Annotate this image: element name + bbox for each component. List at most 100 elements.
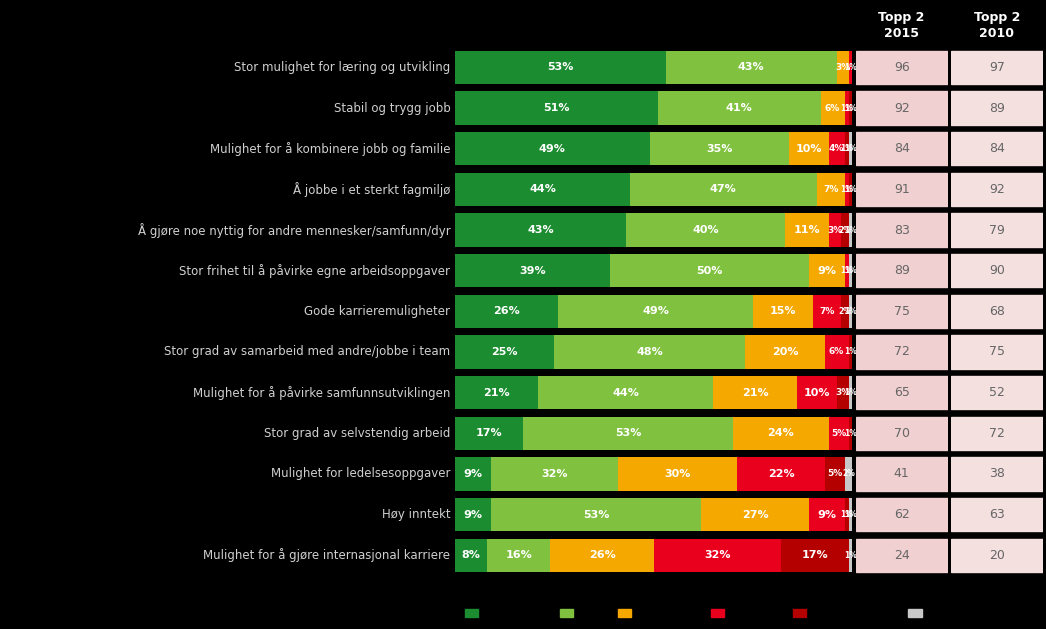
- Text: 11%: 11%: [794, 225, 820, 235]
- Text: 72: 72: [988, 427, 1005, 440]
- Text: 89: 89: [893, 264, 910, 277]
- Text: Stor frihet til å påvirke egne arbeidsoppgaver: Stor frihet til å påvirke egne arbeidsop…: [180, 264, 451, 277]
- Text: 1%: 1%: [844, 388, 857, 397]
- Bar: [813, 295, 841, 328]
- Text: 92: 92: [988, 183, 1005, 196]
- Bar: [856, 498, 948, 532]
- Bar: [856, 132, 948, 165]
- Text: 39%: 39%: [519, 265, 546, 276]
- Text: 7%: 7%: [819, 307, 835, 316]
- Bar: [848, 335, 852, 369]
- Bar: [848, 254, 852, 287]
- Bar: [491, 498, 702, 532]
- Text: 1%: 1%: [840, 510, 852, 519]
- Bar: [856, 254, 948, 287]
- Text: Gode karrieremuligheter: Gode karrieremuligheter: [304, 305, 451, 318]
- Text: 53%: 53%: [615, 428, 641, 438]
- Text: Stabil og trygg jobb: Stabil og trygg jobb: [334, 102, 451, 114]
- Bar: [753, 295, 813, 328]
- Text: 41%: 41%: [726, 103, 752, 113]
- Bar: [848, 538, 852, 572]
- Bar: [550, 538, 654, 572]
- Text: 10%: 10%: [796, 144, 822, 153]
- Text: 1%: 1%: [844, 63, 857, 72]
- Text: 53%: 53%: [547, 62, 573, 72]
- Text: 24: 24: [893, 548, 910, 562]
- Bar: [817, 173, 844, 206]
- Text: 90: 90: [988, 264, 1005, 277]
- Legend: Svært viktig, Viktig, Verken eller, Lite viktig, Svært lite viktig, Usikker/Vet : Svært viktig, Viktig, Verken eller, Lite…: [460, 604, 1020, 623]
- Text: 65: 65: [893, 386, 910, 399]
- Text: 43%: 43%: [527, 225, 553, 235]
- Text: 15%: 15%: [770, 306, 796, 316]
- Text: 1%: 1%: [840, 104, 852, 113]
- Text: 1%: 1%: [844, 510, 857, 519]
- Bar: [856, 295, 948, 328]
- Text: 3%: 3%: [835, 388, 850, 397]
- Bar: [491, 457, 618, 491]
- Text: 9%: 9%: [463, 469, 482, 479]
- Text: 41: 41: [893, 467, 910, 481]
- Text: 92: 92: [893, 102, 910, 114]
- Text: Stor grad av samarbeid med andre/jobbe i team: Stor grad av samarbeid med andre/jobbe i…: [164, 345, 451, 359]
- Text: 9%: 9%: [817, 509, 836, 520]
- Text: 75: 75: [988, 345, 1005, 359]
- Bar: [828, 416, 848, 450]
- Bar: [828, 213, 841, 247]
- Text: 40%: 40%: [692, 225, 719, 235]
- Bar: [837, 51, 848, 84]
- Text: 22%: 22%: [768, 469, 794, 479]
- Text: 50%: 50%: [697, 265, 723, 276]
- Text: 1%: 1%: [840, 185, 852, 194]
- Bar: [455, 173, 630, 206]
- Bar: [951, 254, 1043, 287]
- Bar: [523, 416, 733, 450]
- Bar: [848, 132, 852, 165]
- Text: 47%: 47%: [710, 184, 736, 194]
- Bar: [486, 538, 550, 572]
- Text: 32%: 32%: [541, 469, 568, 479]
- Bar: [856, 335, 948, 369]
- Text: 96: 96: [893, 61, 910, 74]
- Text: Stor grad av selvstendig arbeid: Stor grad av selvstendig arbeid: [264, 427, 451, 440]
- Text: 2%: 2%: [838, 307, 851, 316]
- Text: 8%: 8%: [461, 550, 480, 560]
- Bar: [809, 498, 844, 532]
- Text: 62: 62: [893, 508, 910, 521]
- Text: 17%: 17%: [476, 428, 502, 438]
- Bar: [951, 132, 1043, 165]
- Bar: [951, 538, 1043, 572]
- Text: 27%: 27%: [742, 509, 769, 520]
- Bar: [455, 457, 491, 491]
- Text: 84: 84: [988, 142, 1005, 155]
- Bar: [848, 173, 852, 206]
- Text: Stor mulighet for læring og utvikling: Stor mulighet for læring og utvikling: [234, 61, 451, 74]
- Text: 5%: 5%: [831, 429, 846, 438]
- Text: 3%: 3%: [827, 226, 842, 235]
- Text: 5%: 5%: [827, 469, 842, 479]
- Text: 97: 97: [988, 61, 1005, 74]
- Bar: [745, 335, 824, 369]
- Bar: [841, 295, 848, 328]
- Bar: [618, 457, 737, 491]
- Bar: [951, 335, 1043, 369]
- Bar: [733, 416, 828, 450]
- Text: 9%: 9%: [463, 509, 482, 520]
- Text: 52: 52: [988, 386, 1005, 399]
- Bar: [856, 538, 948, 572]
- Text: 21%: 21%: [483, 387, 510, 398]
- Bar: [951, 457, 1043, 491]
- Bar: [455, 376, 539, 409]
- Text: 6%: 6%: [825, 104, 840, 113]
- Text: 1%: 1%: [844, 144, 857, 153]
- Bar: [455, 416, 523, 450]
- Bar: [665, 51, 837, 84]
- Bar: [848, 91, 852, 125]
- Text: 2%: 2%: [838, 226, 851, 235]
- Bar: [828, 132, 844, 165]
- Text: 1%: 1%: [844, 185, 857, 194]
- Text: 48%: 48%: [636, 347, 663, 357]
- Text: 1%: 1%: [844, 429, 857, 438]
- Bar: [789, 132, 828, 165]
- Text: 26%: 26%: [589, 550, 615, 560]
